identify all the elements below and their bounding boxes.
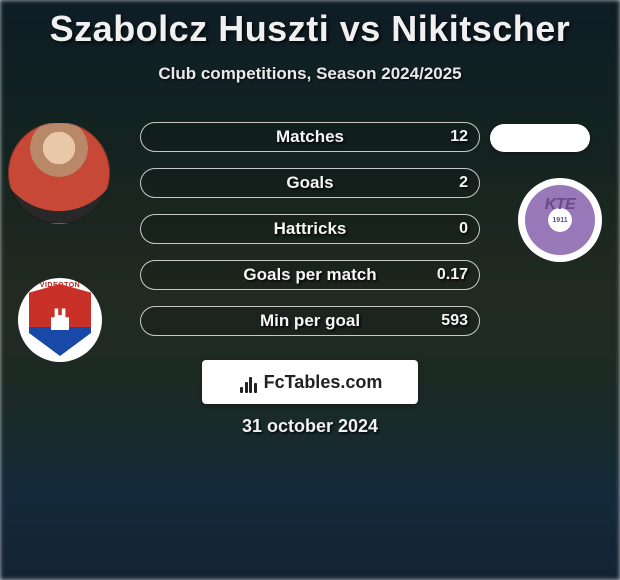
stat-bars: Matches 12 Goals 2 Hattricks 0 Goals per… bbox=[140, 122, 480, 352]
attribution-text: FcTables.com bbox=[264, 372, 383, 393]
team1-shield-icon bbox=[29, 284, 91, 356]
stat-label: Hattricks bbox=[274, 219, 347, 239]
attribution-badge: FcTables.com bbox=[202, 360, 418, 404]
stat-row: Hattricks 0 bbox=[140, 214, 480, 244]
stat-value-right: 2 bbox=[459, 174, 468, 192]
fctables-bars-icon bbox=[238, 371, 260, 393]
stat-value-right: 0.17 bbox=[437, 266, 468, 284]
comparison-title: Szabolcz Huszti vs Nikitscher bbox=[0, 0, 620, 50]
stat-label: Matches bbox=[276, 127, 344, 147]
stat-label: Goals per match bbox=[243, 265, 376, 285]
infographic-date: 31 october 2024 bbox=[242, 416, 378, 437]
stat-value-right: 593 bbox=[441, 312, 468, 330]
team2-year: 1911 bbox=[552, 217, 567, 224]
player1-team-logo: VIDEOTON bbox=[18, 278, 102, 362]
comparison-subtitle: Club competitions, Season 2024/2025 bbox=[0, 64, 620, 84]
team2-badge-icon: KTE 1911 bbox=[525, 185, 595, 255]
player2-avatar bbox=[490, 124, 590, 152]
team2-label: KTE bbox=[545, 196, 576, 214]
stat-row: Min per goal 593 bbox=[140, 306, 480, 336]
player1-avatar bbox=[8, 122, 110, 224]
stat-label: Goals bbox=[286, 173, 333, 193]
stat-label: Min per goal bbox=[260, 311, 360, 331]
stat-row: Goals per match 0.17 bbox=[140, 260, 480, 290]
stat-value-right: 0 bbox=[459, 220, 468, 238]
infographic-content: Szabolcz Huszti vs Nikitscher Club compe… bbox=[0, 0, 620, 580]
player2-team-logo: KTE 1911 bbox=[518, 178, 602, 262]
stat-row: Goals 2 bbox=[140, 168, 480, 198]
stat-value-right: 12 bbox=[450, 128, 468, 146]
stat-row: Matches 12 bbox=[140, 122, 480, 152]
